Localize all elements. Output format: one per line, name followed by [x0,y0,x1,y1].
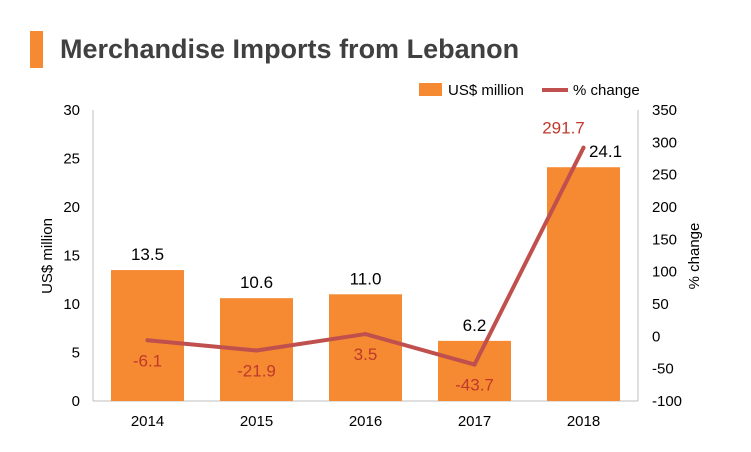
y2-tick-label: 350 [652,102,677,119]
y2-tick-label: -50 [652,361,674,378]
y-tick-label: 0 [72,393,80,410]
x-tick-label: 2018 [567,413,600,430]
y-tick-label: 20 [63,199,80,216]
chart-title: Merchandise Imports from Lebanon [60,34,520,64]
pct-change-label: -43.7 [455,376,494,395]
y-tick-label: 25 [63,151,80,168]
pct-change-point [581,145,586,150]
legend-line-label: % change [573,82,640,99]
plot-area: 0 5 10 15 20 25 30 -100 -50 0 50 100 150 200 250 300 350… [63,102,682,430]
y2-tick-label: 50 [652,296,669,313]
bar [438,340,511,401]
pct-change-label: 291.7 [542,119,585,138]
legend-bar-swatch [419,83,442,96]
y2-tick-label: -100 [652,393,682,410]
pct-change-label: -6.1 [133,351,162,370]
y-tick-label: 30 [63,102,80,119]
y2-tick-label: 300 [652,134,677,151]
y-tick-label: 15 [63,248,80,265]
bar [547,167,620,401]
bar-data-label: 13.5 [131,245,164,264]
legend-bar-label: US$ million [448,82,524,99]
x-tick-label: 2014 [131,413,164,430]
x-tick-label: 2017 [458,413,491,430]
pct-change-point [363,332,368,337]
y2-tick-label: 150 [652,231,677,248]
bar-data-label: 10.6 [240,273,273,292]
legend: US$ million % change [419,82,640,99]
y2-tick-label: 0 [652,328,660,345]
pct-change-label: 3.5 [354,345,378,364]
y2-axis-title: % change [686,223,703,290]
bar [329,294,402,401]
y2-tick-label: 100 [652,264,677,281]
pct-change-point [472,362,477,367]
pct-change-point [254,348,259,353]
pct-change-label: -21.9 [237,361,276,380]
x-tick-label: 2016 [349,413,382,430]
y-tick-label: 5 [72,345,80,362]
bar-data-label: 11.0 [350,269,382,288]
y2-tick-label: 250 [652,167,677,184]
y2-tick-label: 200 [652,199,677,216]
bar-data-label: 24.1 [589,142,622,161]
pct-change-point [145,338,150,343]
y-tick-label: 10 [63,296,80,313]
bar-data-label: 6.2 [463,316,487,335]
x-tick-label: 2015 [240,413,273,430]
bar [111,270,184,401]
title-accent-bar [30,31,43,68]
y-axis-title: US$ million [39,218,56,294]
